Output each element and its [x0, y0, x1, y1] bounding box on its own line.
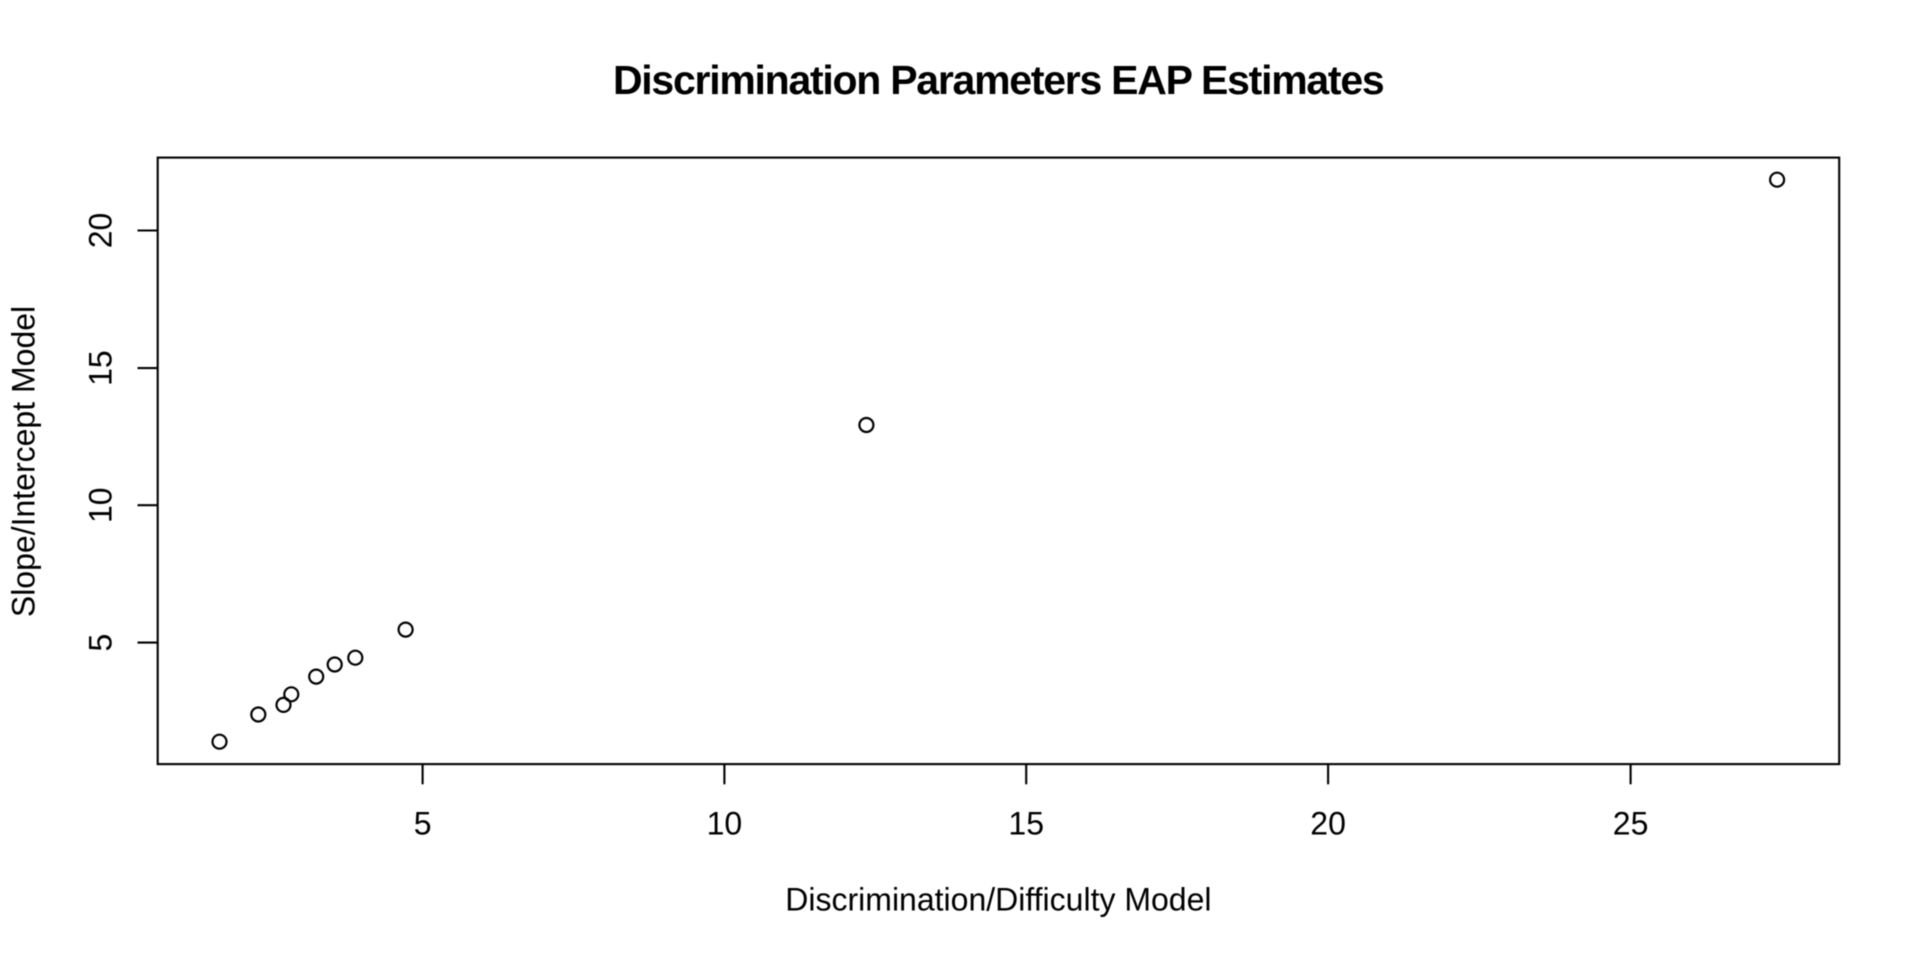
svg-text:5: 5 [82, 634, 118, 652]
svg-text:10: 10 [707, 806, 743, 842]
svg-text:Discrimination/Difficulty Mode: Discrimination/Difficulty Model [785, 882, 1211, 918]
svg-text:Discrimination Parameters EAP: Discrimination Parameters EAP Estimates [613, 57, 1384, 103]
svg-text:5: 5 [414, 806, 432, 842]
svg-text:10: 10 [82, 487, 118, 523]
svg-text:25: 25 [1613, 806, 1649, 842]
svg-text:20: 20 [1310, 806, 1346, 842]
svg-text:15: 15 [1008, 806, 1044, 842]
svg-text:15: 15 [82, 350, 118, 386]
svg-text:Slope/Intercept Model: Slope/Intercept Model [6, 306, 42, 617]
svg-text:20: 20 [82, 213, 118, 249]
